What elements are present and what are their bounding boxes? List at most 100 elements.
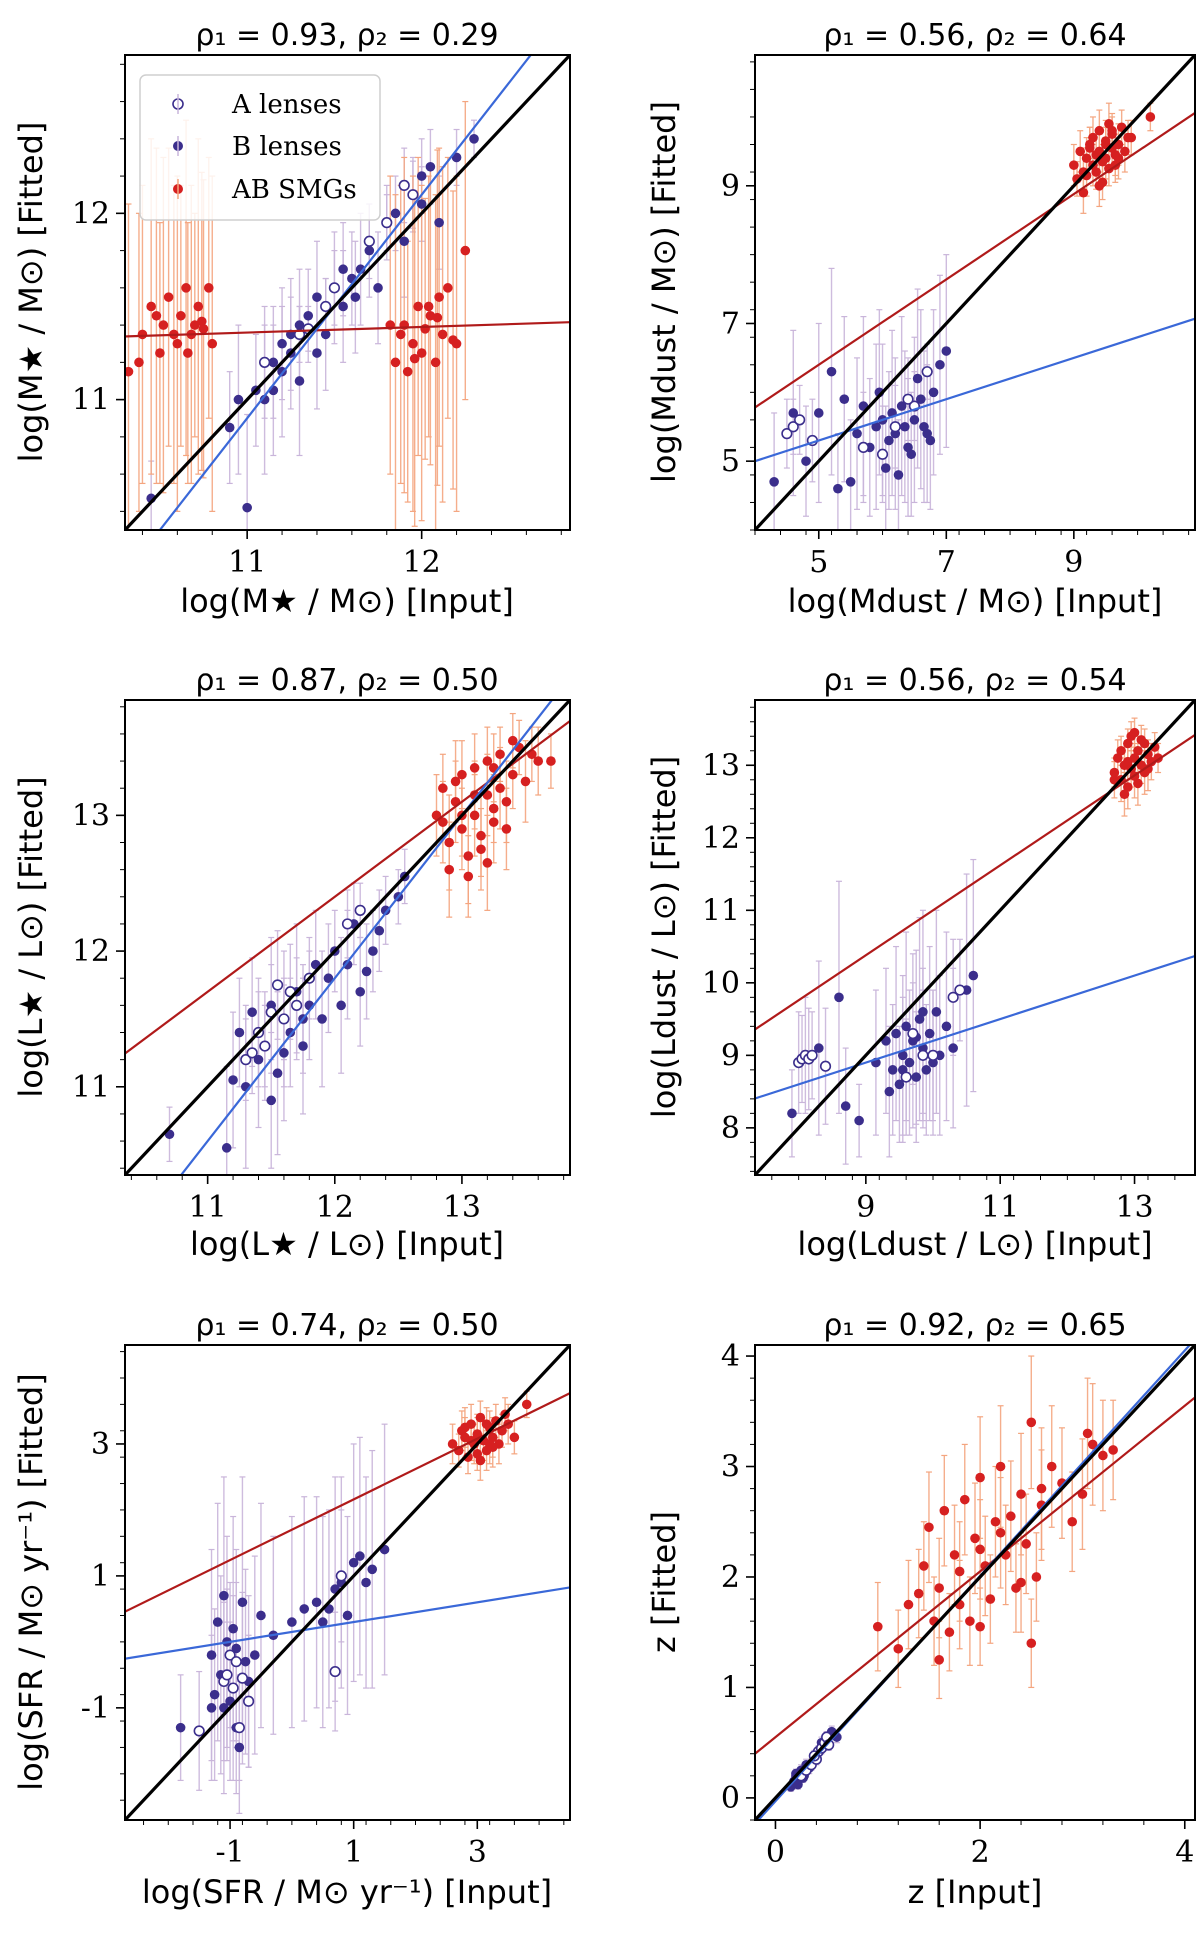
fit-line-lenses	[158, 55, 533, 530]
panel-stellar-mass: ρ₁ = 0.93, ρ₂ = 0.29 11 12 11 12 A lenses B…	[12, 18, 571, 620]
data-point	[801, 456, 811, 466]
data-point	[438, 783, 448, 794]
data-point	[328, 282, 341, 294]
data-point	[507, 735, 518, 746]
series-a-lenses	[193, 1570, 347, 1737]
data-point	[904, 1057, 915, 1068]
data-point	[1016, 1489, 1026, 1499]
x-axis-label: log(L★ / L⊙) [Input]	[190, 1225, 504, 1263]
data-point	[1109, 767, 1120, 778]
series-ab-smgs	[1069, 112, 1156, 198]
data-point	[928, 387, 939, 398]
data-point	[240, 1054, 252, 1066]
y-axis-label: log(Mdust / M⊙) [Fitted]	[645, 101, 683, 483]
data-point	[237, 1597, 248, 1608]
y-tick-label: 12	[72, 934, 110, 969]
data-point	[402, 366, 413, 377]
data-point	[509, 1432, 520, 1443]
data-point	[787, 1108, 797, 1119]
data-point	[390, 357, 401, 368]
data-point	[484, 1439, 495, 1449]
data-point	[196, 316, 207, 327]
x-tick-label: 2	[971, 1835, 990, 1870]
data-point	[884, 435, 894, 446]
data-point	[1006, 1511, 1016, 1522]
data-point	[1069, 160, 1079, 170]
data-point	[181, 283, 191, 293]
data-point	[361, 966, 372, 977]
y-tick-label: 0	[721, 1781, 740, 1816]
y-tick-label: 8	[721, 1111, 740, 1146]
data-point	[233, 394, 244, 405]
data-point	[448, 335, 458, 345]
data-point	[259, 1040, 271, 1052]
data-point	[183, 348, 193, 358]
data-point	[794, 414, 806, 426]
plot-frame	[754, 1344, 1196, 1821]
data-point	[939, 1505, 950, 1516]
plot-area	[125, 1345, 570, 1820]
data-point	[893, 1643, 904, 1654]
plot-frame	[124, 1344, 571, 1821]
x-tick-label: 12	[316, 1190, 354, 1225]
data-point	[896, 401, 907, 411]
y-tick-label: 11	[72, 1070, 110, 1105]
panel-title: ρ₁ = 0.74, ρ₂ = 0.50	[195, 1308, 498, 1343]
data-point	[1129, 727, 1140, 738]
data-point	[1031, 1572, 1042, 1582]
data-point	[320, 329, 331, 340]
data-point	[488, 817, 499, 827]
data-point	[151, 310, 162, 321]
data-point	[1123, 756, 1133, 767]
data-point	[948, 1043, 958, 1053]
data-point	[876, 448, 889, 460]
data-point	[407, 189, 419, 201]
data-point	[819, 1060, 832, 1072]
fit-line-lenses	[755, 954, 1195, 1100]
data-point	[336, 1000, 346, 1011]
data-point	[317, 1617, 328, 1627]
data-point	[902, 393, 914, 405]
y-axis-label: log(SFR / M⊙ yr⁻¹) [Fitted]	[12, 1373, 50, 1790]
data-point	[390, 208, 401, 219]
data-point	[1133, 745, 1143, 756]
fit-line-smgs	[755, 112, 1195, 409]
data-point	[285, 1027, 296, 1038]
fit-line-smgs	[755, 734, 1195, 1031]
data-point	[287, 1617, 297, 1627]
data-point	[443, 283, 453, 293]
series-b-lenses	[175, 1544, 390, 1753]
data-point	[919, 1561, 929, 1571]
data-point	[416, 171, 427, 181]
fit-line-lenses	[179, 700, 554, 1175]
y-tick-label: 1	[721, 1670, 740, 1705]
data-point	[924, 1028, 935, 1039]
data-point	[915, 394, 926, 405]
data-point	[206, 1703, 217, 1713]
data-point	[279, 1048, 289, 1058]
y-tick-label: 12	[72, 196, 110, 231]
data-point	[934, 1583, 944, 1593]
identity-line	[755, 1345, 1195, 1820]
y-tick-label: 4	[721, 1339, 740, 1374]
data-point	[1091, 167, 1101, 177]
data-point	[840, 1101, 851, 1111]
y-tick-label: 12	[702, 821, 740, 856]
data-point	[1067, 1516, 1078, 1527]
data-point	[968, 970, 979, 981]
data-point	[475, 1412, 486, 1423]
data-point	[501, 824, 512, 834]
plot-frame	[754, 699, 1196, 1176]
data-point	[231, 1643, 242, 1654]
data-point	[373, 283, 383, 293]
data-point	[432, 312, 443, 323]
panel-stellar-luminosity: ρ₁ = 0.87, ρ₂ = 0.50 11 12 13 11 12 13 log(L★…	[12, 663, 571, 1263]
data-point	[1087, 1439, 1098, 1450]
data-point	[857, 441, 870, 453]
data-point	[845, 477, 856, 487]
data-point	[437, 329, 448, 340]
data-point	[155, 348, 165, 358]
data-point	[193, 301, 204, 312]
x-tick-label: 9	[856, 1190, 875, 1225]
